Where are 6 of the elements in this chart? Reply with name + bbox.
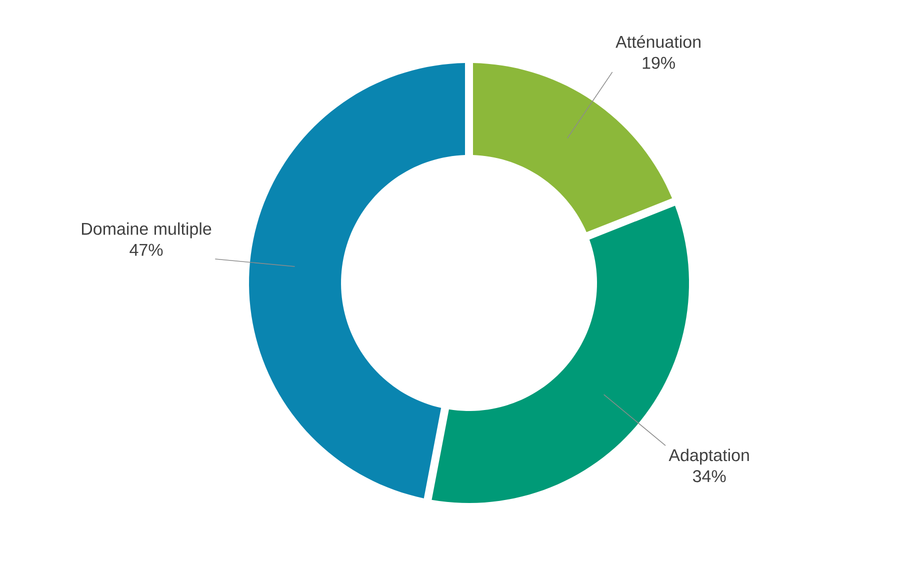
slice-label: Adaptation [668,448,749,465]
slice-label: Atténuation [616,35,700,48]
slice-label: Domaine multiple [82,222,212,238]
data-label: 19% [642,56,675,69]
data-label: 47% [130,244,163,256]
data-label: 34% [692,470,726,482]
